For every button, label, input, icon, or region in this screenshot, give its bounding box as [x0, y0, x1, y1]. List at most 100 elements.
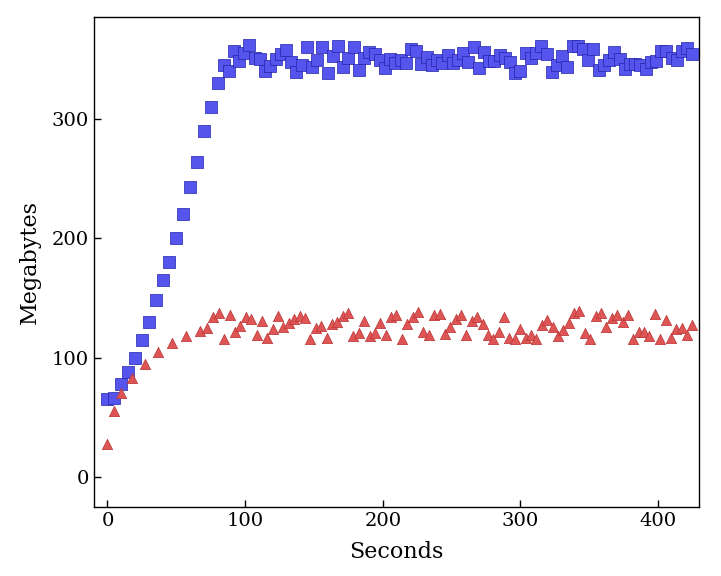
- Point: [552, 60, 563, 69]
- Point: [665, 333, 677, 342]
- Point: [273, 312, 284, 321]
- Point: [391, 310, 402, 320]
- Point: [278, 323, 289, 332]
- Point: [310, 323, 322, 332]
- Point: [167, 339, 178, 348]
- Point: [574, 306, 585, 316]
- Point: [136, 335, 148, 344]
- Point: [568, 308, 580, 317]
- Point: [640, 64, 651, 73]
- Point: [400, 58, 412, 67]
- Point: [520, 334, 531, 343]
- Point: [468, 43, 479, 52]
- Point: [115, 389, 127, 398]
- Point: [374, 55, 386, 65]
- Point: [384, 55, 396, 64]
- Point: [337, 312, 348, 321]
- Point: [434, 309, 446, 319]
- Point: [428, 310, 440, 319]
- Point: [306, 63, 318, 72]
- Point: [240, 312, 252, 321]
- Point: [296, 60, 307, 70]
- Point: [447, 58, 459, 67]
- Point: [405, 45, 417, 54]
- Point: [185, 182, 196, 191]
- Point: [455, 311, 466, 320]
- Point: [445, 323, 456, 332]
- Point: [423, 330, 435, 339]
- Point: [557, 325, 569, 335]
- Point: [473, 63, 485, 73]
- Point: [579, 328, 590, 338]
- Point: [590, 311, 601, 320]
- Point: [609, 48, 620, 57]
- Point: [482, 331, 494, 340]
- Point: [223, 67, 234, 76]
- Point: [407, 312, 418, 321]
- Point: [649, 309, 660, 318]
- Point: [666, 54, 678, 63]
- Point: [164, 257, 175, 267]
- Point: [606, 313, 617, 322]
- Point: [681, 330, 693, 339]
- Point: [650, 56, 662, 65]
- Point: [546, 67, 557, 77]
- Point: [322, 68, 333, 77]
- Point: [374, 319, 386, 328]
- Point: [412, 307, 424, 316]
- Point: [487, 334, 499, 343]
- Point: [601, 322, 612, 331]
- Point: [624, 59, 636, 68]
- Point: [218, 334, 230, 343]
- Point: [254, 55, 265, 64]
- Point: [410, 47, 422, 56]
- Point: [212, 78, 224, 88]
- Point: [547, 323, 558, 332]
- Point: [123, 367, 134, 377]
- Point: [389, 58, 401, 67]
- Point: [536, 320, 547, 329]
- Point: [655, 47, 667, 56]
- Point: [526, 331, 537, 340]
- Point: [102, 439, 113, 448]
- Point: [380, 330, 392, 339]
- Point: [578, 44, 589, 54]
- Point: [655, 334, 666, 343]
- Point: [477, 319, 488, 328]
- Point: [598, 60, 610, 69]
- Point: [348, 331, 359, 340]
- Point: [275, 50, 286, 59]
- Point: [286, 58, 297, 67]
- Point: [442, 50, 454, 59]
- Point: [596, 309, 607, 318]
- Point: [634, 60, 646, 69]
- Point: [562, 62, 573, 71]
- Point: [450, 314, 461, 324]
- Point: [239, 48, 250, 57]
- Point: [638, 327, 650, 336]
- Point: [472, 312, 483, 321]
- Point: [417, 327, 429, 336]
- Point: [463, 57, 474, 66]
- Point: [177, 210, 189, 219]
- Point: [633, 327, 645, 336]
- Point: [229, 327, 241, 336]
- Point: [363, 47, 375, 56]
- Point: [671, 56, 683, 65]
- Point: [251, 331, 262, 340]
- X-axis label: Seconds: Seconds: [350, 541, 443, 563]
- Point: [126, 373, 138, 382]
- Point: [466, 316, 477, 325]
- Point: [629, 59, 641, 69]
- Point: [572, 41, 583, 51]
- Point: [541, 315, 553, 324]
- Point: [660, 46, 672, 55]
- Point: [611, 310, 623, 320]
- Point: [353, 328, 365, 338]
- Point: [205, 102, 216, 111]
- Point: [439, 329, 451, 339]
- Point: [436, 59, 448, 68]
- Point: [294, 312, 306, 321]
- Point: [525, 54, 536, 63]
- Point: [265, 61, 276, 70]
